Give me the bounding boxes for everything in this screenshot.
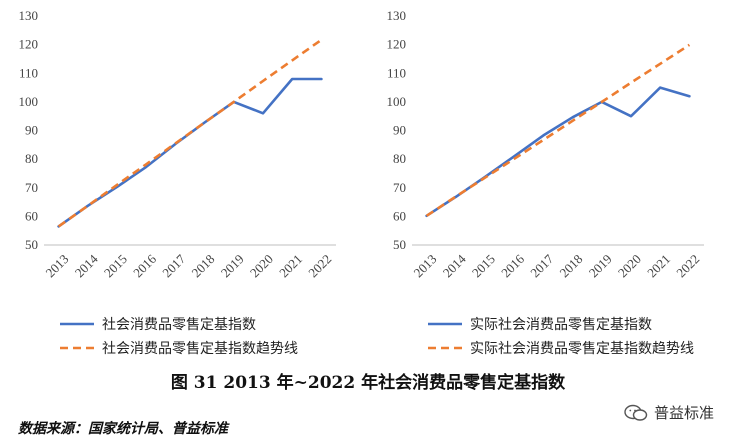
- x-tick-label: 2020: [247, 251, 276, 280]
- x-tick-label: 2019: [586, 251, 615, 280]
- y-tick-label: 120: [387, 37, 407, 52]
- x-tick-label: 2016: [498, 251, 527, 280]
- x-tick-label: 2017: [527, 251, 556, 280]
- x-tick-label: 2013: [43, 251, 72, 280]
- y-tick-label: 120: [19, 37, 39, 52]
- trend-line-series: [57, 38, 323, 228]
- y-tick-label: 130: [387, 8, 407, 23]
- legend-label: 实际社会消费品零售定基指数趋势线: [470, 340, 694, 357]
- x-tick-label: 2015: [101, 251, 130, 280]
- y-tick-label: 130: [19, 8, 39, 23]
- y-tick-label: 90: [25, 123, 38, 138]
- x-tick-label: 2022: [673, 251, 702, 280]
- wechat-icon: [624, 404, 648, 421]
- legend-label: 社会消费品零售定基指数趋势线: [102, 340, 298, 357]
- y-tick-label: 50: [393, 237, 406, 252]
- x-tick-label: 2013: [411, 251, 440, 280]
- legend-label: 社会消费品零售定基指数: [102, 316, 256, 333]
- y-tick-label: 80: [25, 151, 38, 166]
- y-tick-label: 110: [19, 65, 38, 80]
- x-tick-label: 2021: [276, 251, 305, 280]
- x-tick-label: 2020: [615, 251, 644, 280]
- y-tick-label: 90: [393, 123, 406, 138]
- y-tick-label: 70: [393, 180, 406, 195]
- figure-caption: 图 31 2013 年~2022 年社会消费品零售定基指数: [170, 373, 566, 393]
- y-tick-label: 100: [387, 94, 407, 109]
- x-tick-label: 2017: [159, 251, 188, 280]
- y-tick-label: 110: [387, 65, 406, 80]
- y-tick-label: 60: [25, 208, 38, 223]
- x-tick-label: 2016: [130, 251, 159, 280]
- y-tick-label: 70: [25, 180, 38, 195]
- data-source: 数据来源：国家统计局、普益标准: [18, 421, 228, 437]
- x-tick-label: 2021: [644, 251, 673, 280]
- x-tick-label: 2014: [72, 251, 101, 280]
- x-tick-label: 2018: [557, 251, 586, 280]
- index-line-series: [425, 86, 691, 218]
- y-tick-label: 100: [19, 94, 39, 109]
- trend-line-series: [425, 43, 691, 217]
- x-tick-label: 2022: [305, 251, 334, 280]
- x-tick-label: 2015: [469, 251, 498, 280]
- x-tick-label: 2018: [189, 251, 218, 280]
- y-tick-label: 50: [25, 237, 38, 252]
- watermark-label: 普益标准: [653, 404, 714, 422]
- y-tick-label: 80: [393, 151, 406, 166]
- index-line-series: [57, 77, 323, 228]
- legend-label: 实际社会消费品零售定基指数: [470, 316, 652, 333]
- watermark: 普益标准: [624, 402, 714, 423]
- x-tick-label: 2014: [440, 251, 469, 280]
- y-tick-label: 60: [393, 208, 406, 223]
- x-tick-label: 2019: [218, 251, 247, 280]
